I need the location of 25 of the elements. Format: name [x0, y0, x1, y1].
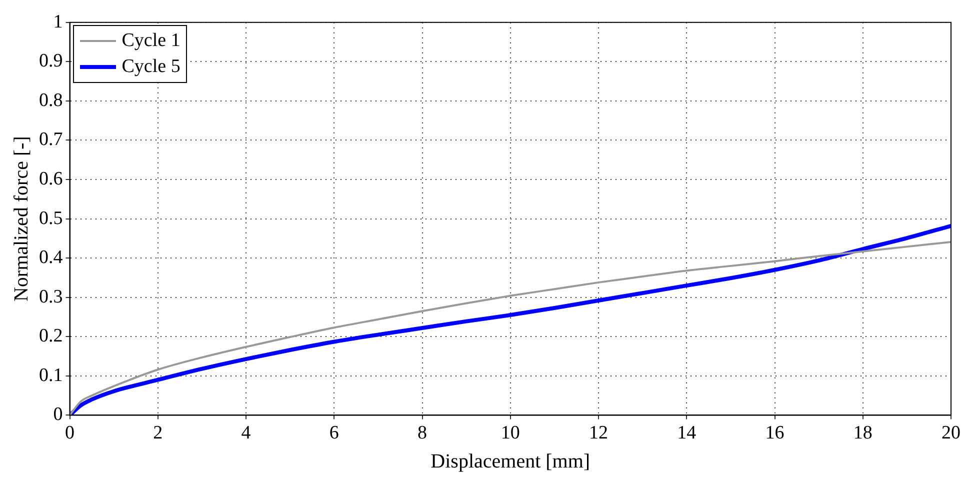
- x-tick-label: 10: [500, 422, 520, 444]
- y-axis-title: Normalized force [-]: [10, 136, 32, 302]
- x-axis-title: Displacement [mm]: [430, 450, 590, 472]
- y-tick-label: 0.8: [39, 90, 63, 111]
- y-tick-label: 0.7: [39, 129, 63, 150]
- x-tick-label: 14: [677, 422, 697, 444]
- y-tick-label: 0.6: [39, 168, 63, 190]
- x-tick-label: 12: [589, 422, 608, 444]
- y-tick-label: 0: [53, 404, 63, 426]
- x-tick-label: 4: [241, 422, 252, 444]
- y-tick-label: 0.4: [39, 247, 64, 268]
- y-tick-label: 0.2: [39, 326, 63, 347]
- y-tick-label: 0.9: [39, 50, 63, 72]
- x-tick-label: 20: [942, 422, 960, 444]
- x-tick-label: 2: [153, 422, 163, 444]
- y-tick-label: 0.5: [39, 208, 63, 229]
- x-tick-label: 6: [329, 422, 339, 444]
- y-tick-label: 1: [53, 11, 63, 32]
- y-tick-label: 0.3: [39, 286, 63, 308]
- x-tick-label: 16: [765, 422, 784, 444]
- y-tick-label: 0.1: [39, 364, 63, 386]
- x-tick-label: 18: [853, 422, 872, 444]
- legend-label: Cycle 5: [122, 55, 180, 80]
- legend-label: Cycle 1: [122, 29, 180, 54]
- x-tick-label: 8: [418, 422, 427, 444]
